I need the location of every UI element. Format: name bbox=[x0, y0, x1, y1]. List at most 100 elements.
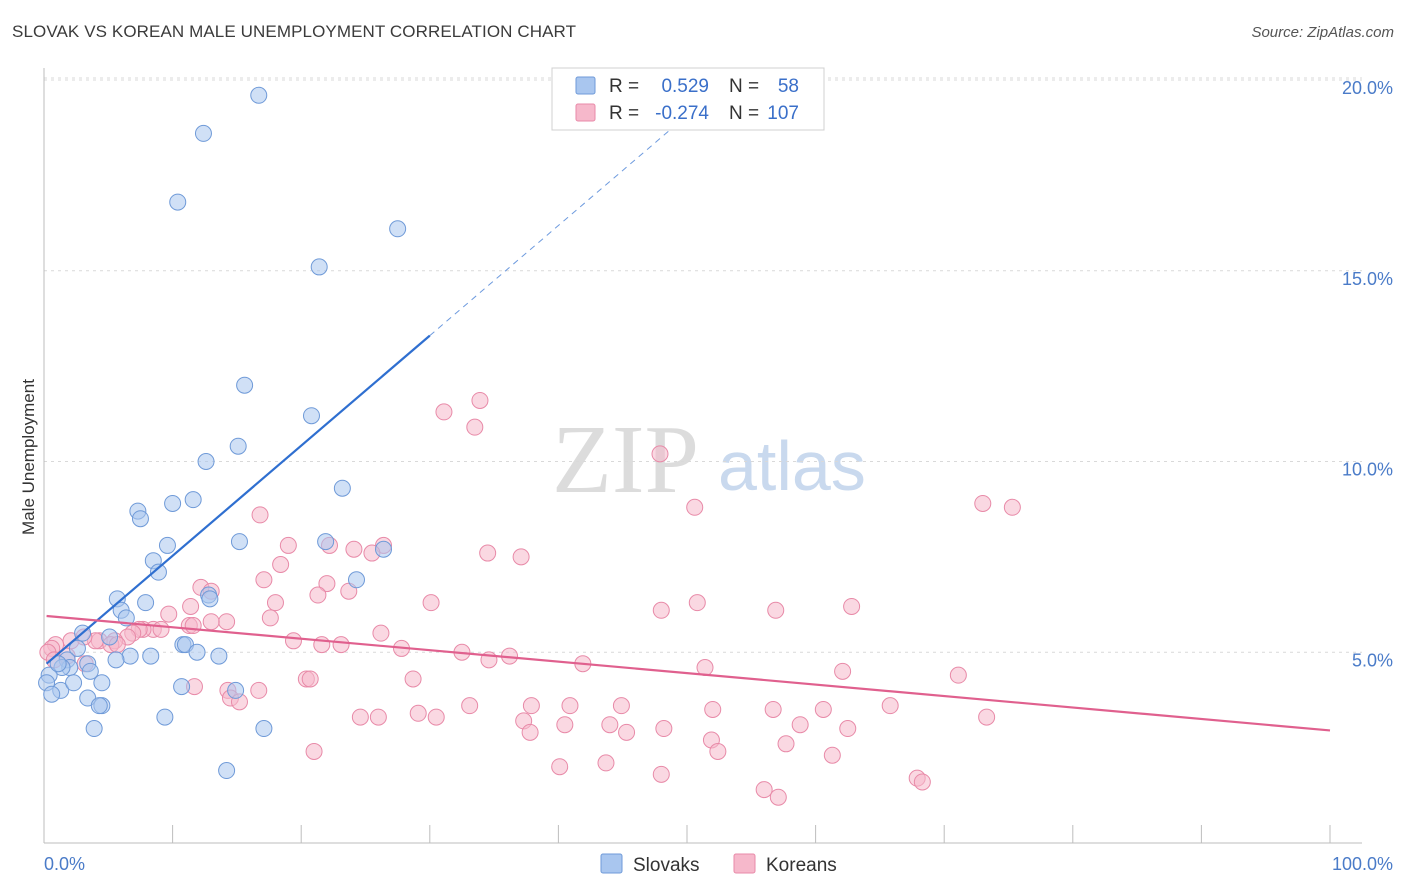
slovaks-point bbox=[201, 590, 219, 608]
slovaks-point bbox=[210, 647, 228, 665]
slovaks-point bbox=[389, 220, 407, 238]
axes bbox=[43, 68, 1362, 844]
koreans-point bbox=[369, 708, 387, 726]
koreans-point bbox=[556, 716, 574, 734]
y-tick-label: 5.0% bbox=[1352, 650, 1393, 670]
koreans-point bbox=[618, 723, 636, 741]
slovaks-point bbox=[142, 647, 160, 665]
koreans-point bbox=[255, 571, 273, 589]
slovaks-trend-line bbox=[45, 334, 431, 665]
slovaks-point bbox=[49, 655, 67, 673]
koreans-point bbox=[351, 708, 369, 726]
koreans-point bbox=[881, 697, 899, 715]
slovaks-point bbox=[65, 674, 83, 692]
slovaks-point bbox=[68, 639, 86, 657]
legend-r-label-slovaks: R = bbox=[609, 76, 639, 97]
koreans-point bbox=[279, 536, 297, 554]
koreans-point bbox=[332, 636, 350, 654]
legend-r-value-koreans: -0.274 bbox=[655, 103, 709, 124]
koreans-point bbox=[777, 735, 795, 753]
koreans-point bbox=[318, 575, 336, 593]
koreans-point bbox=[461, 697, 479, 715]
koreans-point bbox=[435, 403, 453, 421]
slovaks-point bbox=[230, 533, 248, 551]
slovaks-point bbox=[81, 662, 99, 680]
koreans-point bbox=[597, 754, 615, 772]
slovaks-point bbox=[101, 628, 119, 646]
series-legend: Slovaks Koreans bbox=[600, 853, 837, 876]
legend-n-label-slovaks: N = bbox=[729, 76, 759, 97]
koreans-point bbox=[521, 723, 539, 741]
koreans-point bbox=[764, 700, 782, 718]
koreans-point bbox=[404, 670, 422, 688]
slovaks-point bbox=[218, 762, 236, 780]
koreans-point bbox=[652, 765, 670, 783]
slovaks-point bbox=[255, 720, 273, 738]
koreans-point bbox=[978, 708, 996, 726]
slovaks-point bbox=[173, 678, 191, 696]
koreans-point bbox=[466, 418, 484, 436]
koreans-point bbox=[696, 659, 714, 677]
koreans-point bbox=[709, 742, 727, 760]
koreans-point bbox=[949, 666, 967, 684]
slovaks-point bbox=[93, 674, 111, 692]
legend-n-value-koreans: 107 bbox=[767, 103, 799, 124]
slovaks-point bbox=[137, 594, 155, 612]
chart-title: SLOVAK VS KOREAN MALE UNEMPLOYMENT CORRE… bbox=[12, 22, 577, 41]
koreans-point bbox=[601, 716, 619, 734]
slovaks-point bbox=[250, 86, 268, 104]
slovaks-point bbox=[375, 540, 393, 558]
legend-n-value-slovaks: 58 bbox=[778, 76, 799, 97]
legend-box bbox=[551, 67, 825, 131]
watermark-zip: ZIP bbox=[552, 406, 699, 514]
y-axis-label: Male Unemployment bbox=[19, 379, 38, 535]
koreans-point bbox=[839, 720, 857, 738]
koreans-point bbox=[522, 697, 540, 715]
slovaks-trend-extension bbox=[429, 115, 688, 336]
koreans-point bbox=[309, 586, 327, 604]
slovaks-point bbox=[194, 124, 212, 142]
slovaks-point bbox=[43, 685, 61, 703]
koreans-point bbox=[218, 613, 236, 631]
correlation-legend: R = 0.529 N = 58 R = -0.274 N = 107 bbox=[551, 67, 825, 131]
koreans-point bbox=[551, 758, 569, 776]
koreans-point bbox=[272, 556, 290, 574]
koreans-point bbox=[823, 746, 841, 764]
slovaks-point bbox=[90, 697, 108, 715]
koreans-point bbox=[284, 632, 302, 650]
x-ticks bbox=[172, 825, 1331, 843]
legend-swatch-koreans bbox=[575, 103, 596, 122]
bottom-legend-swatch-koreans bbox=[733, 853, 756, 874]
slovaks-point bbox=[302, 407, 320, 425]
koreans-point bbox=[250, 681, 268, 699]
slovaks-point bbox=[229, 437, 247, 455]
koreans-point bbox=[471, 391, 489, 409]
koreans-trend-line bbox=[46, 614, 1331, 732]
slovaks-point bbox=[184, 491, 202, 509]
koreans-points bbox=[39, 391, 1021, 806]
slovaks-point bbox=[121, 647, 139, 665]
legend-r-label-koreans: R = bbox=[609, 103, 639, 124]
x-tick-label-min: 0.0% bbox=[44, 854, 85, 874]
trend-lines bbox=[45, 115, 1331, 732]
koreans-point bbox=[814, 700, 832, 718]
slovaks-point bbox=[169, 193, 187, 211]
slovaks-point bbox=[317, 533, 335, 551]
slovaks-point bbox=[347, 571, 365, 589]
koreans-point bbox=[305, 742, 323, 760]
koreans-point bbox=[202, 613, 220, 631]
bottom-legend-label-koreans: Koreans bbox=[766, 855, 837, 876]
koreans-point bbox=[755, 781, 773, 799]
slovaks-point bbox=[158, 536, 176, 554]
koreans-point bbox=[561, 697, 579, 715]
legend-r-value-slovaks: 0.529 bbox=[661, 76, 709, 97]
slovaks-point bbox=[227, 681, 245, 699]
source-label: Source: ZipAtlas.com bbox=[1251, 24, 1394, 41]
y-tick-label: 20.0% bbox=[1342, 78, 1393, 98]
slovaks-point bbox=[156, 708, 174, 726]
koreans-point bbox=[184, 617, 202, 635]
slovaks-point bbox=[107, 651, 125, 669]
slovaks-points bbox=[38, 86, 407, 780]
slovaks-point bbox=[188, 643, 206, 661]
